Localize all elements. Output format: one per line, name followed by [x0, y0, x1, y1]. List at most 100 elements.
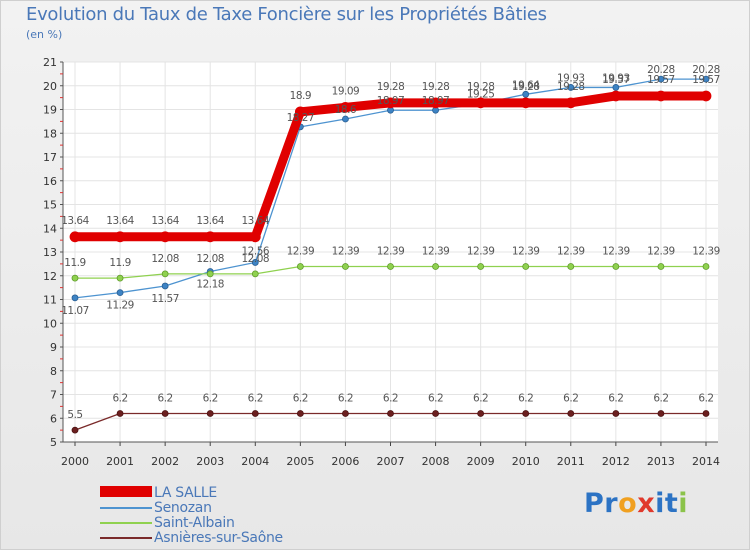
y-tick-label: 8	[50, 365, 57, 378]
data-point-saint-albain	[702, 263, 710, 270]
data-label-asnieres-sur-saone: 6.2	[428, 393, 443, 405]
data-label-asnieres-sur-saone: 6.2	[293, 393, 308, 405]
legend-label-senozan: Senozan	[154, 499, 212, 516]
data-point-saint-albain	[251, 270, 259, 278]
logo-letter: i	[655, 488, 665, 519]
y-tick-label: 20	[43, 80, 57, 93]
data-point-saint-albain	[432, 263, 439, 270]
data-point-la-salle	[69, 231, 81, 243]
data-label-saint-albain: 12.39	[557, 245, 585, 257]
data-label-asnieres-sur-saone: 6.2	[203, 393, 218, 405]
data-label-asnieres-sur-saone: 6.2	[383, 393, 398, 405]
data-label-senozan: 20.28	[692, 64, 720, 76]
y-tick-label: 18	[43, 127, 57, 140]
y-tick-label: 19	[43, 104, 57, 117]
data-point-senozan	[612, 84, 620, 91]
data-point-saint-albain	[71, 274, 79, 282]
y-tick-label: 15	[43, 199, 57, 212]
data-point-saint-albain	[342, 263, 349, 270]
data-point-senozan	[251, 259, 259, 266]
x-tick-label: 2000	[61, 455, 89, 468]
data-label-asnieres-sur-saone: 6.2	[112, 393, 127, 405]
data-point-senozan	[522, 90, 530, 98]
data-point-saint-albain	[387, 263, 394, 270]
y-tick-label: 17	[43, 151, 57, 164]
data-label-asnieres-sur-saone: 6.2	[158, 393, 173, 405]
data-label-senozan: 18.97	[422, 95, 450, 107]
data-label-saint-albain: 12.39	[602, 245, 630, 257]
data-point-saint-albain	[477, 263, 485, 270]
data-point-senozan	[567, 84, 575, 91]
data-label-la-salle: 13.64	[151, 215, 179, 227]
data-label-senozan: 11.57	[151, 293, 179, 305]
data-label-la-salle: 19.28	[512, 81, 540, 93]
x-tick-label: 2001	[106, 455, 134, 468]
data-point-senozan	[71, 294, 79, 302]
data-point-la-salle	[340, 101, 351, 113]
data-label-saint-albain: 12.39	[377, 245, 405, 257]
data-label-asnieres-sur-saone: 6.2	[473, 393, 488, 405]
data-label-saint-albain: 11.9	[64, 257, 85, 269]
data-label-la-salle: 13.64	[242, 215, 270, 227]
unit-label: (en %)	[26, 28, 63, 41]
data-point-la-salle	[655, 90, 667, 102]
data-point-senozan	[116, 289, 124, 297]
data-point-asnieres-sur-saone	[612, 410, 620, 417]
x-tick-label: 2014	[692, 455, 720, 468]
data-label-la-salle: 13.64	[106, 215, 134, 227]
x-tick-label: 2005	[286, 455, 314, 468]
data-label-asnieres-sur-saone: 6.2	[338, 393, 353, 405]
data-point-la-salle	[565, 97, 577, 109]
data-point-asnieres-sur-saone	[342, 410, 349, 417]
data-label-la-salle: 13.64	[61, 215, 89, 227]
data-label-la-salle: 13.64	[196, 215, 224, 227]
legend-swatch-la-salle	[100, 485, 152, 500]
legend-label-asnieres-sur-saone: Asnières-sur-Saône	[154, 529, 283, 546]
data-point-la-salle	[430, 97, 441, 109]
legend-item-senozan: Senozan	[100, 499, 283, 516]
data-point-senozan	[161, 282, 169, 290]
data-point-saint-albain	[116, 274, 124, 282]
data-point-saint-albain	[567, 263, 575, 270]
data-point-asnieres-sur-saone	[657, 410, 665, 417]
data-label-saint-albain: 12.08	[242, 253, 270, 265]
legend-item-la-salle: LA SALLE	[100, 484, 283, 501]
data-point-asnieres-sur-saone	[432, 410, 439, 417]
data-point-asnieres-sur-saone	[387, 410, 394, 417]
y-tick-label: 7	[50, 389, 57, 402]
data-label-saint-albain: 12.08	[196, 253, 224, 265]
data-point-saint-albain	[296, 263, 304, 270]
legend-label-saint-albain: Saint-Albain	[154, 514, 235, 531]
data-point-asnieres-sur-saone	[702, 410, 710, 417]
data-point-la-salle	[610, 90, 622, 102]
data-label-saint-albain: 12.39	[467, 245, 495, 257]
data-point-la-salle	[385, 97, 396, 109]
data-label-senozan: 12.56	[242, 245, 270, 257]
legend-swatch-asnieres-sur-saone	[100, 530, 152, 545]
data-point-senozan	[657, 75, 665, 83]
data-label-senozan: 19.93	[602, 72, 630, 84]
y-tick-label: 13	[43, 246, 57, 259]
data-label-senozan: 19.93	[557, 72, 585, 84]
data-point-asnieres-sur-saone	[477, 410, 485, 417]
data-label-la-salle: 19.28	[422, 81, 450, 93]
y-tick-label: 11	[43, 294, 57, 307]
data-label-asnieres-sur-saone: 6.2	[653, 393, 668, 405]
y-tick-label: 21	[43, 56, 57, 69]
x-tick-label: 2008	[422, 455, 450, 468]
legend-label-la-salle: LA SALLE	[154, 484, 217, 501]
y-tick-label: 9	[50, 341, 57, 354]
data-point-senozan	[702, 75, 710, 83]
x-tick-label: 2010	[512, 455, 540, 468]
y-tick-label: 14	[43, 222, 57, 235]
data-point-la-salle	[249, 231, 261, 243]
data-label-la-salle: 19.28	[467, 81, 495, 93]
data-label-asnieres-sur-saone: 6.2	[248, 393, 263, 405]
data-point-la-salle	[700, 90, 712, 102]
logo-letter: r	[604, 488, 619, 519]
data-label-senozan: 18.97	[377, 95, 405, 107]
data-label-asnieres-sur-saone: 6.2	[698, 393, 713, 405]
proxiti-logo: Proxiti	[584, 488, 688, 519]
data-point-asnieres-sur-saone	[522, 410, 530, 417]
